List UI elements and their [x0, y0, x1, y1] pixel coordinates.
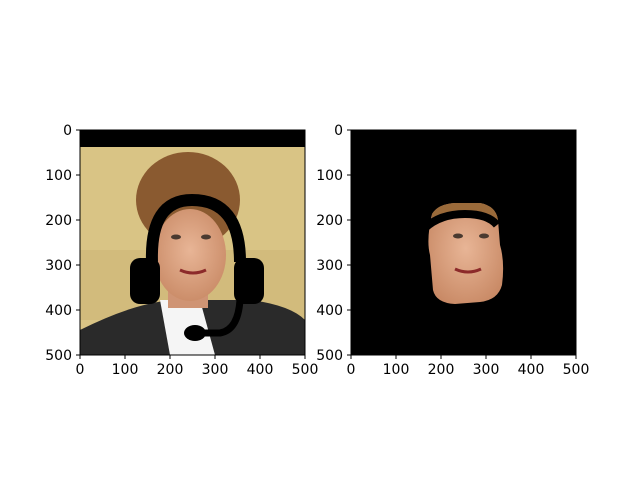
right-panel-y-tick-label: 0: [334, 123, 343, 139]
left-panel-y-tick-label: 100: [45, 168, 72, 184]
right-panel-x-tick-label: 400: [518, 362, 545, 378]
right-panel-y-tick-label: 300: [316, 258, 343, 274]
left-panel-x-tick-label: 0: [76, 362, 85, 378]
right-panel-x-tick-label: 500: [563, 362, 590, 378]
left-panel-x-tick-label: 300: [202, 362, 229, 378]
right-panel-x-tick-label: 300: [473, 362, 500, 378]
left-panel-y-tick-label: 300: [45, 258, 72, 274]
right-panel-x-tick-label: 200: [428, 362, 455, 378]
right-panel-y-tick-label: 400: [316, 303, 343, 319]
right-panel-x-tick-label: 0: [347, 362, 356, 378]
left-panel-y-tick-label: 200: [45, 213, 72, 229]
right-panel-x-tick-label: 100: [383, 362, 410, 378]
left-panel-x-tick-label: 400: [247, 362, 274, 378]
right-panel-y-tick-label: 200: [316, 213, 343, 229]
left-panel-x-tick-label: 200: [157, 362, 184, 378]
right-panel-y-tick-label: 100: [316, 168, 343, 184]
left-panel-x-tick-label: 100: [112, 362, 139, 378]
right-image: [351, 130, 576, 355]
right-axes-frame: [350, 129, 577, 356]
left-panel-y-tick-label: 500: [45, 348, 72, 364]
left-image: [80, 130, 305, 355]
left-panel-y-tick-label: 0: [63, 123, 72, 139]
left-panel-x-tick-label: 500: [292, 362, 319, 378]
left-axes-frame: [79, 129, 306, 356]
right-panel-y-tick-label: 500: [316, 348, 343, 364]
left-panel-y-tick-label: 400: [45, 303, 72, 319]
